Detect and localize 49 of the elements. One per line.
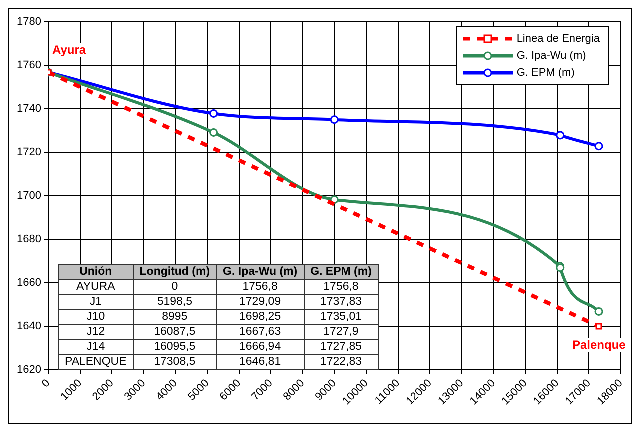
y-tick-label: 1760 (16, 60, 42, 72)
y-tick-label: 1740 (16, 103, 42, 116)
y-tick-label: 1780 (16, 16, 42, 28)
y-tick-label: 1680 (16, 234, 42, 246)
annotation: Unión (58, 264, 134, 280)
annotation: 1698,25 (216, 310, 304, 325)
annotation: 1666,94 (216, 340, 304, 355)
annotation: 1727,85 (304, 340, 378, 355)
annotation: 16095,5 (133, 340, 217, 355)
annotation: 17308,5 (133, 354, 217, 370)
annotation: 0 (133, 280, 217, 295)
annotation: J10 (58, 310, 134, 325)
annotation: 1756,8 (216, 280, 304, 295)
annotation: 1722,83 (304, 354, 378, 370)
annotation: J14 (58, 340, 134, 355)
annotation: 1737,83 (304, 294, 378, 310)
annotation: 5198,5 (133, 294, 217, 310)
annotation: 1756,8 (304, 280, 378, 295)
point (596, 323, 602, 330)
annotation: 1735,01 (304, 310, 378, 325)
y-tick-label: 1720 (16, 146, 42, 159)
y-tick-label: 1700 (16, 190, 42, 202)
legend-label: Linea de Energia (516, 32, 600, 44)
annotation: G. Ipa-Wu (m) (216, 264, 304, 280)
x-tick-label: 0 (40, 377, 53, 390)
annotation: J1 (58, 294, 134, 310)
annotation: PALENQUE (58, 354, 134, 370)
annotation: Palenque (570, 338, 628, 352)
point (330, 116, 339, 124)
point (210, 109, 218, 118)
annotation: Longitud (m) (133, 264, 217, 280)
annotation: Ayura (50, 43, 88, 58)
point (210, 128, 218, 137)
annotation: 1667,63 (216, 324, 304, 340)
legend-label: G. EPM (m) (516, 66, 575, 78)
annotation: 16087,5 (133, 324, 217, 340)
annotation: AYURA (58, 280, 134, 295)
point (594, 307, 604, 316)
annotation: 1646,81 (216, 354, 304, 370)
annotation: J12 (58, 324, 134, 340)
annotation: G. EPM (m) (304, 264, 378, 280)
legend-label: G. Ipa-Wu (m) (516, 50, 586, 62)
y-tick-label: 1640 (16, 320, 42, 333)
annotation: 8995 (133, 310, 217, 325)
y-tick-label: 1660 (16, 277, 42, 290)
point (594, 142, 604, 151)
annotation: 1729,09 (216, 294, 304, 310)
annotation: 1727,9 (304, 324, 378, 340)
y-tick-label: 1620 (16, 364, 42, 376)
